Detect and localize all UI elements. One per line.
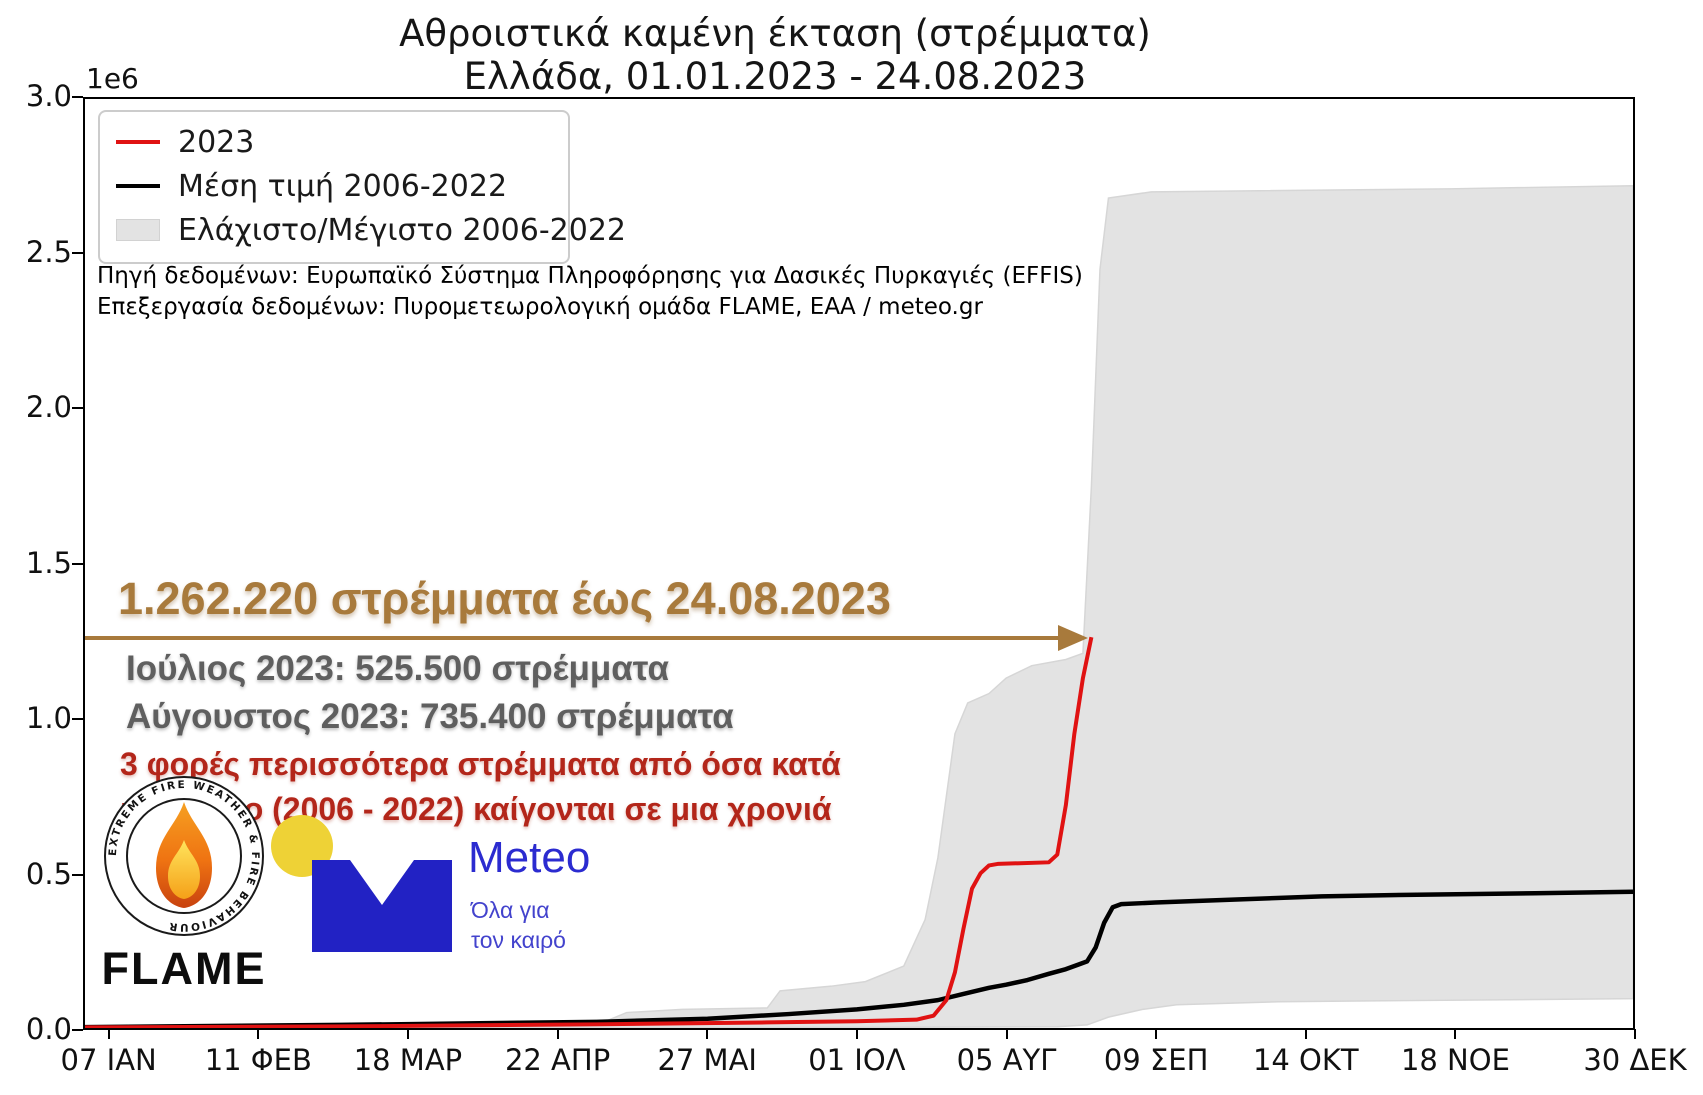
- monthly-totals-note: Ιούλιος 2023: 525.500 στρέμματα Αύγουστο…: [126, 645, 734, 741]
- legend-item-minmax: Ελάχιστο/Μέγιστο 2006-2022: [100, 208, 626, 252]
- legend-line-mean-icon: [116, 184, 160, 188]
- x-tick-mark: [406, 1029, 409, 1039]
- series-line-2023: [85, 636, 1094, 1028]
- x-tick-label: 18 ΜΑΡ: [353, 1043, 463, 1077]
- comparison-note: 3 φορές περισσότερα στρέμματα από όσα κα…: [120, 742, 841, 832]
- y-tick-mark: [72, 718, 83, 720]
- x-tick-mark: [1304, 1029, 1307, 1039]
- y-tick-label: 0.0: [25, 1012, 72, 1046]
- y-tick-label: 3.0: [25, 79, 72, 113]
- x-tick-mark: [1454, 1029, 1457, 1039]
- y-tick-label: 0.5: [25, 856, 72, 891]
- legend-item-2023: 2023: [100, 120, 568, 164]
- legend-line-2023-icon: [116, 140, 160, 144]
- chart-title: Αθροιστικά καμένη έκταση (στρέμματα): [399, 12, 1151, 55]
- y-tick-mark: [72, 562, 83, 565]
- series-line-mean: [85, 889, 1633, 1028]
- y-tick-label: 2.5: [25, 234, 72, 269]
- data-source-line2: Επεξεργασία δεδομένων: Πυρομετεωρολογική…: [97, 294, 983, 320]
- legend-label: Ελάχιστο/Μέγιστο 2006-2022: [178, 212, 626, 248]
- x-tick-label: 30 ΔΕΚ: [1583, 1043, 1687, 1077]
- x-tick-mark: [107, 1029, 110, 1039]
- y-tick-mark: [72, 873, 83, 876]
- meteo-m-icon: [312, 860, 452, 952]
- x-tick-mark: [1634, 1029, 1636, 1039]
- annotation-arrow: [85, 636, 1060, 640]
- x-tick-label: 09 ΣΕΠ: [1103, 1043, 1209, 1077]
- x-tick-label: 27 ΜΑΙ: [657, 1043, 757, 1077]
- x-tick-label: 14 ΟΚΤ: [1252, 1043, 1359, 1077]
- band-min-max: [85, 184, 1633, 1028]
- total-burned-headline: 1.262.220 στρέμματα έως 24.08.2023: [118, 573, 891, 624]
- meteo-wordmark: Meteo: [468, 833, 591, 882]
- y-tick-mark: [72, 96, 83, 98]
- x-tick-label: 07 ΙΑΝ: [60, 1043, 157, 1077]
- meteo-logo: [271, 815, 452, 952]
- y-tick-mark: [72, 251, 83, 254]
- august-total: Αύγουστος 2023: 735.400 στρέμματα: [126, 697, 734, 736]
- x-tick-label: 11 ΦΕΒ: [204, 1043, 312, 1077]
- comparison-line1: 3 φορές περισσότερα στρέμματα από όσα κα…: [120, 746, 841, 782]
- annotation-arrowhead-icon: [1058, 625, 1088, 651]
- y-tick-label: 2.0: [25, 390, 72, 424]
- y-tick-label: 1.0: [25, 701, 72, 735]
- flame-logo: EXTREME FIRE WEATHER & FIRE BEHAVIOUR: [104, 776, 264, 936]
- meteo-tagline: Όλα για τον καιρό: [471, 895, 566, 955]
- x-tick-label: 01 ΙΟΛ: [808, 1043, 906, 1077]
- y-tick-label: 1.5: [25, 545, 72, 580]
- flame-inner-icon: [168, 840, 200, 899]
- x-tick-mark: [1155, 1029, 1158, 1039]
- meteo-tagline-line2: τον καιρό: [471, 927, 566, 953]
- x-tick-mark: [257, 1029, 260, 1039]
- x-tick-mark: [855, 1029, 858, 1039]
- x-tick-label: 05 ΑΥΓ: [956, 1043, 1057, 1077]
- x-tick-mark: [1005, 1029, 1008, 1039]
- y-tick-mark: [72, 407, 83, 409]
- legend-label: Μέση τιμή 2006-2022: [178, 168, 508, 204]
- y-axis-offset-label: 1e6: [86, 62, 139, 95]
- july-total: Ιούλιος 2023: 525.500 στρέμματα: [126, 649, 669, 688]
- flame-wordmark: FLAME: [101, 943, 267, 994]
- data-source-note: Πηγή δεδομένων: Ευρωπαϊκό Σύστημα Πληροφ…: [97, 261, 1083, 323]
- plot-svg: [85, 184, 1633, 1028]
- y-tick-mark: [72, 1029, 83, 1031]
- chart-subtitle: Ελλάδα, 01.01.2023 - 24.08.2023: [463, 55, 1087, 98]
- legend: 2023 Μέση τιμή 2006-2022 Ελάχιστο/Μέγιστ…: [98, 110, 626, 264]
- legend-patch-minmax-icon: [116, 219, 160, 241]
- meteo-tagline-line1: Όλα για: [471, 897, 550, 923]
- data-source-line1: Πηγή δεδομένων: Ευρωπαϊκό Σύστημα Πληροφ…: [97, 263, 1083, 289]
- legend-label: 2023: [178, 124, 255, 160]
- x-tick-label: 22 ΑΠΡ: [504, 1043, 611, 1077]
- x-tick-mark: [706, 1029, 709, 1039]
- x-tick-mark: [556, 1029, 559, 1039]
- x-tick-label: 18 ΝΟΕ: [1400, 1043, 1510, 1077]
- legend-item-mean: Μέση τιμή 2006-2022: [100, 164, 568, 208]
